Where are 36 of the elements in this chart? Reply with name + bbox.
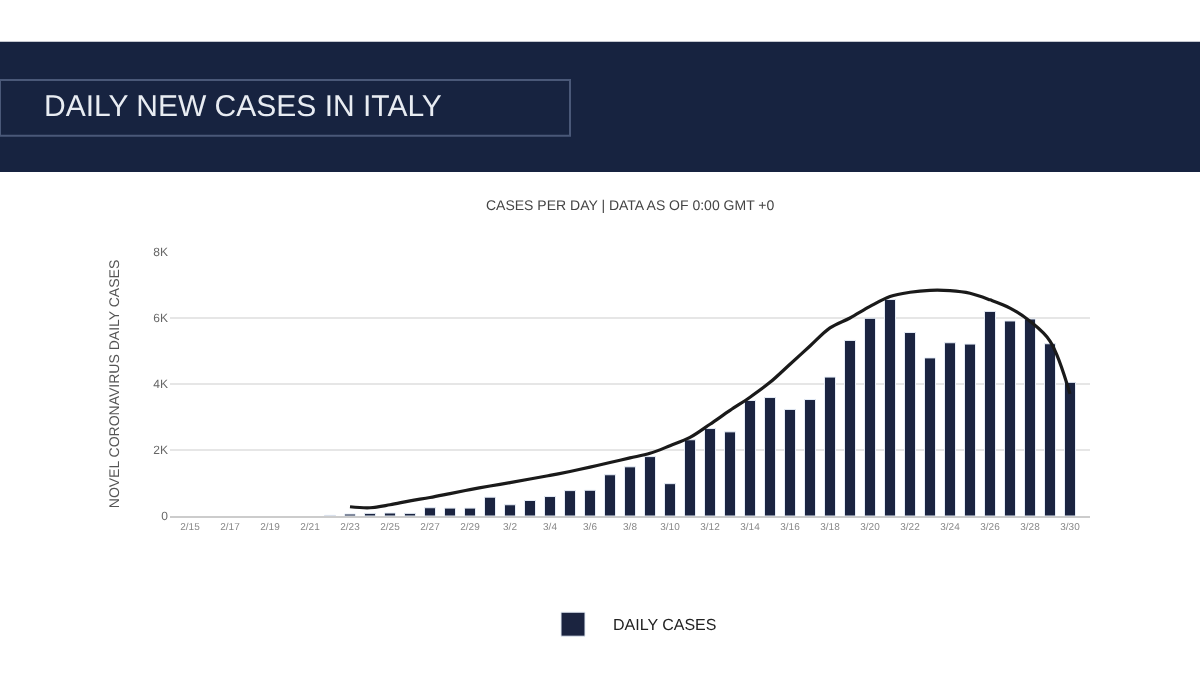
bar — [504, 504, 516, 516]
bar — [784, 408, 796, 516]
bar — [764, 397, 776, 516]
bar — [884, 299, 896, 516]
bar — [444, 507, 456, 516]
bar — [544, 496, 556, 516]
bar — [624, 466, 636, 516]
bar — [904, 332, 916, 516]
bar — [1024, 318, 1036, 516]
bar — [664, 483, 676, 516]
bar — [1044, 343, 1056, 516]
bar — [524, 500, 536, 516]
bar — [704, 428, 716, 516]
bar — [684, 439, 696, 516]
line-series — [348, 288, 1072, 510]
bar — [804, 399, 816, 516]
bar — [424, 507, 436, 516]
chart-title: DAILY NEW CASES IN ITALY — [44, 90, 442, 124]
bar — [924, 357, 936, 516]
bar — [584, 489, 596, 516]
bar — [984, 310, 996, 516]
bar — [564, 490, 576, 516]
bar — [864, 317, 876, 516]
bar — [604, 474, 616, 516]
bar — [1004, 320, 1016, 516]
bar — [744, 400, 756, 516]
bar — [644, 456, 656, 516]
bar — [964, 343, 976, 516]
legend-label: DAILY CASES — [613, 616, 717, 635]
bar — [1064, 381, 1076, 516]
bar — [724, 431, 736, 516]
bar — [824, 376, 836, 516]
bar — [484, 496, 496, 516]
bar — [944, 342, 956, 516]
bar — [844, 339, 856, 516]
bar — [464, 507, 476, 516]
